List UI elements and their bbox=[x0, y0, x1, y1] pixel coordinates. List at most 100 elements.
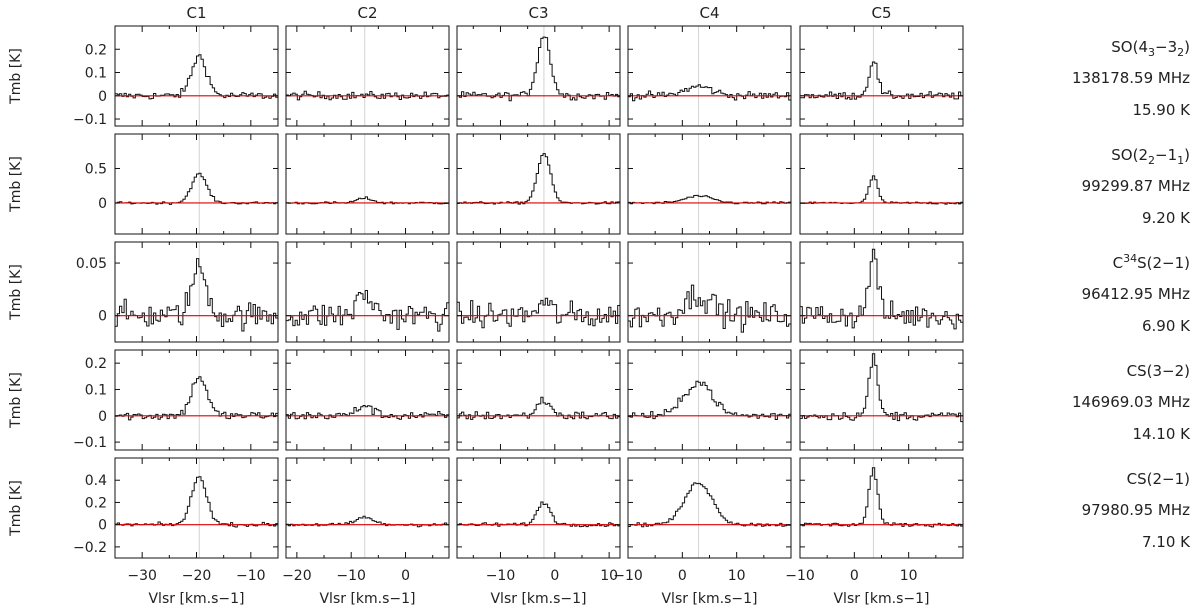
row-label-5: CS(2−1) 97980.95 MHz 7.10 K bbox=[1082, 470, 1192, 551]
y-tick-label: 0.05 bbox=[76, 256, 107, 272]
y-tick-label: 0 bbox=[98, 309, 107, 325]
y-tick-label: 0.5 bbox=[85, 161, 107, 177]
spectrum-line bbox=[115, 172, 278, 205]
spectrum-line bbox=[628, 194, 791, 205]
y-tick-label: 0.4 bbox=[85, 473, 107, 489]
panel-frame bbox=[456, 25, 621, 127]
spectrum-line bbox=[628, 380, 791, 420]
panel-r4-c5 bbox=[799, 349, 964, 451]
x-tick-label: −10 bbox=[486, 568, 516, 584]
panel-frame bbox=[285, 133, 450, 235]
panel-frame bbox=[285, 25, 450, 127]
spectrum-line bbox=[800, 61, 963, 100]
spectrum-line bbox=[628, 284, 791, 333]
y-tick-label: 0 bbox=[98, 89, 107, 105]
panel-frame bbox=[114, 349, 279, 451]
x-axis-label: Vlsr [km.s−1] bbox=[833, 591, 929, 607]
y-tick-label: 0 bbox=[98, 409, 107, 425]
spectrum-line bbox=[286, 290, 449, 332]
y-tick-label: 0 bbox=[98, 518, 107, 534]
frequency-label: 96412.95 MHz bbox=[1082, 285, 1191, 303]
panel-r5-c1: −0.2 0 0.2 0.4 −30 −20 −10 Vlsr [km.s−1] bbox=[73, 457, 279, 607]
panel-r4-c2 bbox=[285, 349, 450, 451]
panel-r4-c1: −0.1 0 0.1 0.2 bbox=[73, 349, 279, 451]
panel-frame bbox=[285, 457, 450, 559]
y-tick-label: 0.2 bbox=[85, 495, 107, 511]
x-tick-label: 0 bbox=[401, 568, 410, 584]
molecule-label: SO(22−11) bbox=[1111, 146, 1190, 167]
temperature-label: 14.10 K bbox=[1132, 425, 1191, 443]
spectrum-line bbox=[115, 476, 278, 528]
panel-r2-c2 bbox=[285, 133, 450, 235]
column-labels: C1 C2 C3 C4 C5 bbox=[186, 4, 891, 22]
y-tick-label: −0.2 bbox=[73, 540, 107, 556]
frequency-label: 146969.03 MHz bbox=[1072, 393, 1190, 411]
panel-frame bbox=[799, 133, 964, 235]
panel-frame bbox=[285, 349, 450, 451]
y-axis-label: Tmb [K] bbox=[8, 264, 24, 321]
panel-r2-c1: 00.5 bbox=[85, 133, 279, 235]
x-axis-label: Vlsr [km.s−1] bbox=[319, 591, 415, 607]
panel-r1-c4 bbox=[627, 25, 792, 127]
column-header-c3: C3 bbox=[528, 4, 548, 22]
panel-frame bbox=[627, 349, 792, 451]
molecule-label: CS(3−2) bbox=[1127, 362, 1190, 380]
panel-frame bbox=[114, 457, 279, 559]
panel-r2-c4 bbox=[627, 133, 792, 235]
spectrum-line bbox=[286, 196, 449, 205]
panel-frame bbox=[114, 241, 279, 343]
panel-r5-c3: −10 0 10 Vlsr [km.s−1] bbox=[456, 457, 621, 607]
x-axis-label: Vlsr [km.s−1] bbox=[148, 591, 244, 607]
y-tick-label: −0.1 bbox=[73, 435, 107, 451]
spectrum-line bbox=[457, 153, 620, 205]
x-tick-label: −20 bbox=[282, 568, 312, 584]
spectrum-line bbox=[457, 396, 620, 420]
panel-r5-c5: −10 0 10 Vlsr [km.s−1] bbox=[785, 457, 964, 607]
y-tick-label: 0.2 bbox=[85, 356, 107, 372]
panel-r1-c3 bbox=[456, 25, 621, 127]
panel-r4-c4 bbox=[627, 349, 792, 451]
y-tick-label: 0.2 bbox=[85, 42, 107, 58]
panel-r3-c1: 00.05 bbox=[76, 241, 279, 343]
panel-r3-c3 bbox=[456, 241, 621, 343]
temperature-label: 6.90 K bbox=[1142, 317, 1191, 335]
panel-r2-c5 bbox=[799, 133, 964, 235]
panel-frame bbox=[627, 457, 792, 559]
x-tick-label: 10 bbox=[728, 568, 746, 584]
x-axis-label: Vlsr [km.s−1] bbox=[661, 591, 757, 607]
spectrum-line bbox=[457, 36, 620, 102]
y-tick-label: −0.1 bbox=[73, 112, 107, 128]
x-tick-label: 10 bbox=[600, 568, 618, 584]
spectrum-line bbox=[800, 248, 963, 330]
panel-frame bbox=[114, 133, 279, 235]
panel-frame bbox=[799, 457, 964, 559]
x-tick-label: −10 bbox=[236, 568, 266, 584]
panel-r3-c4 bbox=[627, 241, 792, 343]
spectrum-line bbox=[115, 54, 278, 100]
panel-frame bbox=[456, 133, 621, 235]
x-tick-label: 10 bbox=[900, 568, 918, 584]
spectrum-line bbox=[457, 297, 620, 329]
spectrum-line bbox=[628, 84, 791, 102]
temperature-label: 9.20 K bbox=[1142, 209, 1191, 227]
x-tick-label: 0 bbox=[850, 568, 859, 584]
molecule-label: CS(2−1) bbox=[1127, 470, 1190, 488]
spectrum-line bbox=[115, 258, 278, 332]
panel-frame bbox=[456, 349, 621, 451]
x-tick-label: −30 bbox=[127, 568, 157, 584]
x-tick-label: −10 bbox=[613, 568, 643, 584]
y-axis-label: Tmb [K] bbox=[8, 48, 24, 105]
spectrum-line bbox=[628, 482, 791, 528]
panel-r5-c4: −10 0 10 Vlsr [km.s−1] bbox=[613, 457, 792, 607]
panel-r5-c2: −20 −10 0 Vlsr [km.s−1] bbox=[282, 457, 450, 607]
panel-frame bbox=[799, 25, 964, 127]
panel-r2-c3 bbox=[456, 133, 621, 235]
x-axis-label: Vlsr [km.s−1] bbox=[490, 591, 586, 607]
panel-r3-c2 bbox=[285, 241, 450, 343]
spectrum-line bbox=[286, 90, 449, 101]
spectrum-line bbox=[800, 353, 963, 423]
panel-frame bbox=[456, 457, 621, 559]
spectrum-line bbox=[457, 501, 620, 528]
panel-frame bbox=[627, 241, 792, 343]
spectrum-line bbox=[800, 467, 963, 528]
